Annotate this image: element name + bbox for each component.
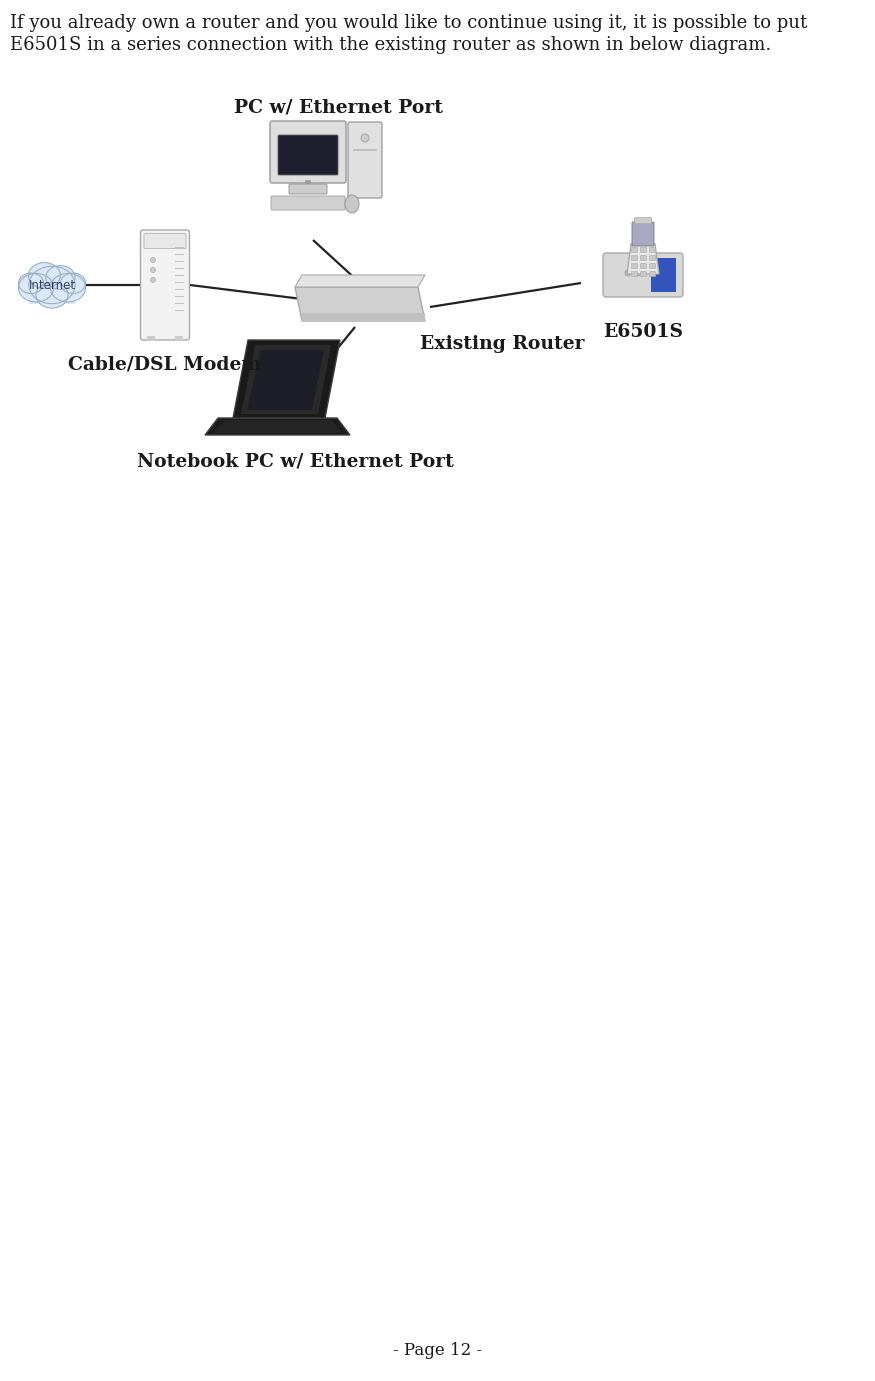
Circle shape bbox=[150, 268, 156, 272]
FancyBboxPatch shape bbox=[348, 122, 382, 197]
Polygon shape bbox=[247, 349, 324, 410]
Ellipse shape bbox=[60, 273, 86, 294]
Ellipse shape bbox=[18, 273, 53, 302]
Circle shape bbox=[150, 278, 156, 283]
FancyBboxPatch shape bbox=[271, 196, 345, 210]
Bar bbox=[631, 254, 637, 260]
Bar bbox=[360, 313, 368, 319]
Bar bbox=[649, 262, 655, 268]
Ellipse shape bbox=[18, 273, 44, 294]
Polygon shape bbox=[302, 313, 425, 320]
Ellipse shape bbox=[345, 195, 359, 213]
Circle shape bbox=[361, 134, 369, 142]
FancyBboxPatch shape bbox=[270, 122, 346, 184]
Bar bbox=[345, 313, 353, 319]
Text: Existing Router: Existing Router bbox=[420, 336, 584, 354]
Bar bbox=[631, 262, 637, 268]
Bar bbox=[649, 254, 655, 260]
Text: If you already own a router and you would like to continue using it, it is possi: If you already own a router and you woul… bbox=[10, 14, 808, 32]
Ellipse shape bbox=[51, 273, 86, 302]
Text: PC w/ Ethernet Port: PC w/ Ethernet Port bbox=[234, 98, 443, 116]
Polygon shape bbox=[627, 244, 659, 273]
Bar bbox=[640, 262, 646, 268]
Ellipse shape bbox=[36, 282, 68, 308]
Polygon shape bbox=[213, 420, 343, 434]
Text: - Page 12 -: - Page 12 - bbox=[393, 1342, 482, 1359]
Bar bbox=[640, 246, 646, 251]
Text: Cable/DSL Modem: Cable/DSL Modem bbox=[68, 355, 262, 373]
Bar bbox=[631, 246, 637, 251]
Polygon shape bbox=[205, 418, 350, 435]
Polygon shape bbox=[241, 345, 331, 414]
FancyBboxPatch shape bbox=[141, 231, 190, 340]
Bar bbox=[649, 271, 655, 275]
Polygon shape bbox=[295, 275, 425, 287]
Circle shape bbox=[625, 271, 631, 276]
FancyBboxPatch shape bbox=[289, 184, 327, 193]
Bar bbox=[29, 294, 75, 304]
Bar bbox=[175, 336, 183, 341]
Polygon shape bbox=[295, 287, 425, 320]
Ellipse shape bbox=[29, 267, 75, 304]
Bar bbox=[631, 271, 637, 275]
Bar bbox=[649, 246, 655, 251]
Bar bbox=[640, 254, 646, 260]
Bar bbox=[330, 313, 338, 319]
Circle shape bbox=[150, 257, 156, 262]
FancyBboxPatch shape bbox=[603, 253, 683, 297]
Ellipse shape bbox=[29, 262, 60, 289]
Text: Notebook PC w/ Ethernet Port: Notebook PC w/ Ethernet Port bbox=[136, 452, 453, 470]
Text: E6501S in a series connection with the existing router as shown in below diagram: E6501S in a series connection with the e… bbox=[10, 36, 771, 54]
FancyBboxPatch shape bbox=[278, 135, 338, 175]
Text: E6501S: E6501S bbox=[603, 323, 683, 341]
Text: Internet: Internet bbox=[28, 279, 75, 291]
FancyBboxPatch shape bbox=[634, 217, 652, 224]
Ellipse shape bbox=[46, 265, 75, 290]
Bar bbox=[651, 258, 676, 291]
Circle shape bbox=[635, 271, 641, 276]
FancyBboxPatch shape bbox=[144, 233, 186, 249]
Polygon shape bbox=[233, 340, 340, 418]
Bar bbox=[375, 313, 383, 319]
Bar bbox=[640, 271, 646, 275]
FancyBboxPatch shape bbox=[632, 222, 654, 246]
Bar bbox=[147, 336, 155, 341]
